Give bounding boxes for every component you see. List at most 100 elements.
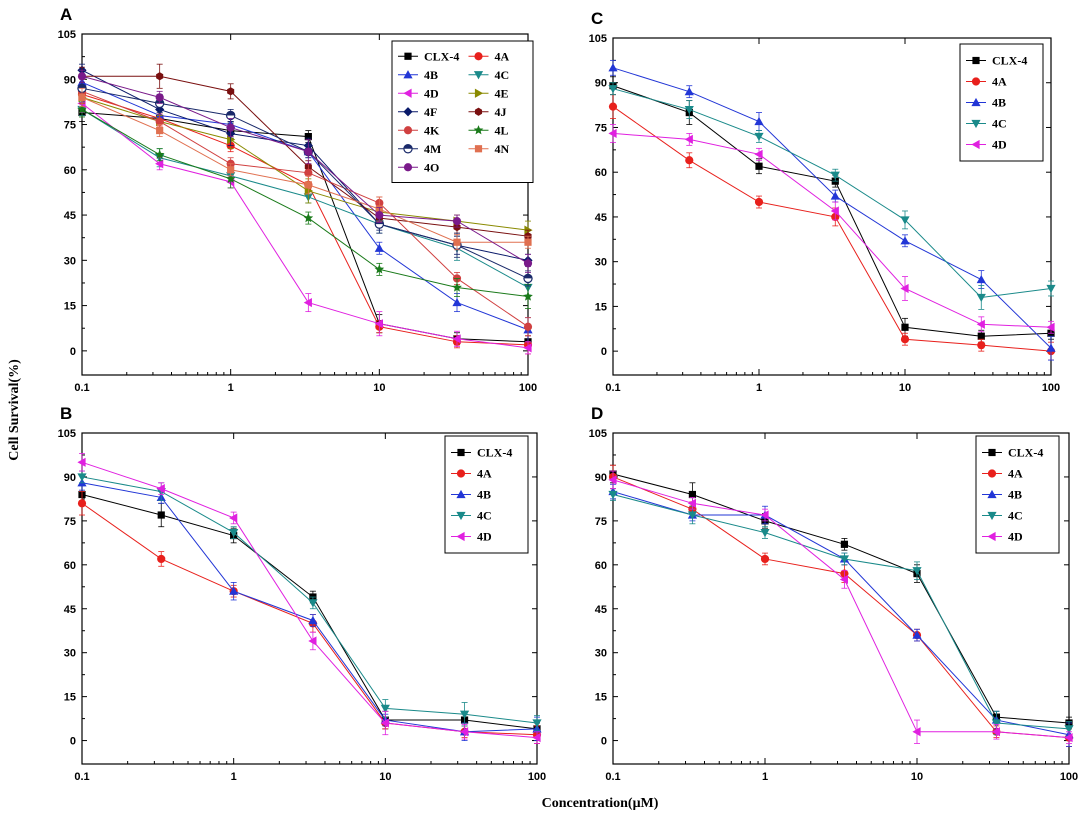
data-point: [976, 319, 985, 329]
data-point: [684, 134, 693, 144]
data-point: [1064, 725, 1074, 734]
panel-b: B 0 15 30 45 60 75 90 105 0.1 1 10 100 CLX-4 4A 4B 4C 4D: [58, 404, 547, 783]
legend-marker: [456, 469, 466, 478]
legend-label: CLX-4: [424, 49, 459, 63]
data-point: [1046, 322, 1055, 332]
legend: CLX-4 4A 4B 4C 4D: [975, 435, 1060, 554]
data-point: [840, 540, 849, 548]
legend-label: 4A: [1008, 467, 1023, 481]
data-point: [303, 297, 312, 308]
data-point: [900, 283, 909, 294]
y-tick-label: 15: [64, 692, 76, 704]
legend-label: 4O: [424, 160, 439, 174]
data-point: [608, 85, 618, 94]
legend-marker: [971, 139, 980, 150]
panel-c: C 0 15 30 45 60 75 90 105 0.1 1 10 100 CLX-4 4A 4B 4C 4D: [589, 9, 1061, 394]
legend: CLX-4 4A 4B 4C 4D: [444, 435, 529, 554]
x-tick-label: 10: [379, 771, 391, 783]
x-tick-label: 1: [231, 771, 237, 783]
legend-label: 4A: [477, 467, 492, 481]
legend-marker: [971, 97, 981, 107]
legend-label: 4C: [495, 68, 510, 82]
data-point: [77, 499, 87, 508]
data-point: [229, 528, 239, 538]
data-point: [304, 181, 312, 189]
data-point: [830, 191, 840, 200]
legend-marker: [403, 163, 413, 172]
data-point: [374, 243, 384, 252]
x-tick-label: 0.1: [605, 771, 620, 783]
data-point: [900, 216, 910, 225]
plot-frame: [81, 432, 538, 765]
data-point: [754, 197, 764, 207]
legend-marker: [971, 119, 981, 129]
data-point: [78, 93, 86, 101]
legend-label: 4A: [992, 75, 1007, 89]
y-tick-label: 15: [64, 301, 76, 313]
data-point: [459, 727, 469, 737]
data-point: [912, 567, 922, 576]
data-point: [157, 511, 165, 519]
data-point: [754, 116, 764, 126]
series-4d: [608, 124, 1055, 334]
series-line: [612, 132, 1052, 328]
legend-marker: [987, 531, 996, 542]
data-point: [532, 719, 542, 728]
data-point: [976, 293, 986, 303]
data-point: [839, 574, 849, 585]
plot-frame: [612, 37, 1052, 376]
panel-label: D: [591, 404, 603, 423]
y-axis-title: Cell Survival(%): [7, 359, 22, 461]
data-point: [304, 186, 313, 196]
y-tick-label: 30: [64, 648, 76, 660]
y-tick-label: 105: [58, 29, 76, 41]
data-point: [380, 718, 389, 728]
x-tick-label: 10: [911, 771, 923, 783]
data-point: [155, 159, 164, 169]
data-point: [685, 156, 694, 165]
y-tick-label: 45: [595, 604, 607, 616]
legend-marker: [474, 145, 483, 153]
data-point: [227, 87, 235, 96]
legend-label: CLX-4: [1008, 446, 1043, 460]
data-point: [532, 733, 541, 743]
data-point: [608, 490, 618, 500]
series-4c: [608, 82, 1056, 310]
data-point: [977, 341, 986, 350]
panel-a: A 0 15 30 45 60 75 90 105 0.1 1 10 100 CLX-4 4A 4B 4C 4D 4…: [58, 5, 538, 394]
panel-d: D 0 15 30 45 60 75 90 105 0.1 1 10 100 CLX-4 4A 4B 4C 4D: [589, 404, 1079, 783]
y-tick-label: 60: [64, 165, 76, 177]
legend-marker: [403, 107, 413, 117]
panel-label: C: [591, 9, 603, 28]
y-tick-label: 0: [70, 736, 76, 748]
x-tick-label: 1: [228, 382, 234, 394]
data-point: [452, 334, 461, 344]
x-tick-label: 0.1: [74, 382, 89, 394]
y-tick-label: 75: [64, 120, 76, 132]
data-point: [523, 259, 533, 268]
data-point: [523, 343, 532, 353]
x-tick-label: 0.1: [74, 771, 89, 783]
legend-marker: [473, 71, 484, 80]
x-tick-label: 100: [519, 382, 537, 394]
data-point: [459, 710, 470, 719]
x-tick-label: 100: [1042, 382, 1060, 394]
x-tick-label: 0.1: [605, 382, 620, 394]
data-point: [77, 72, 87, 81]
data-point: [304, 168, 313, 177]
data-point: [687, 511, 698, 520]
data-point: [154, 149, 165, 159]
data-point: [229, 586, 239, 595]
data-point: [760, 554, 770, 564]
data-point: [77, 104, 87, 114]
data-point: [976, 274, 986, 284]
legend-marker: [404, 52, 412, 60]
y-tick-label: 75: [64, 516, 76, 528]
legend-label: 4C: [1008, 509, 1023, 523]
x-axis-title: Concentration(μM): [542, 796, 659, 811]
legend-label: 4F: [424, 105, 437, 119]
data-point: [156, 484, 165, 494]
data-point: [830, 206, 839, 216]
data-point: [77, 457, 86, 467]
